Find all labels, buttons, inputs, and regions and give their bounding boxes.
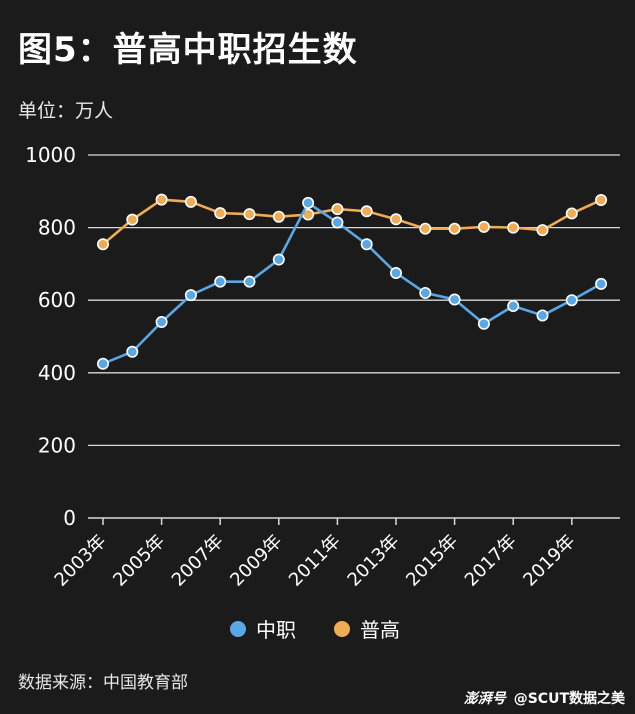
unit-label: 单位：万人 (18, 100, 114, 122)
y-tick-label: 1000 (25, 143, 76, 167)
legend-swatch (230, 621, 246, 637)
x-tick-label: 2007年 (168, 531, 228, 591)
data-point (272, 210, 285, 223)
legend-label: 中职 (256, 618, 296, 642)
data-point (419, 222, 432, 235)
x-tick-label: 2013年 (344, 531, 404, 591)
x-tick-label: 2011年 (285, 531, 345, 591)
legend: 中职 普高 (230, 618, 400, 642)
data-point (97, 238, 110, 251)
data-point (184, 289, 197, 302)
y-tick-label: 600 (38, 288, 76, 312)
data-point (477, 317, 490, 330)
data-point (595, 194, 608, 207)
chart-title: 图5：普高中职招生数 (18, 30, 358, 70)
data-point (360, 205, 373, 218)
data-point (272, 253, 285, 266)
data-point (565, 207, 578, 220)
x-tick-label: 2019年 (519, 531, 579, 591)
data-point (565, 294, 578, 307)
data-point (448, 293, 461, 306)
data-point (97, 357, 110, 370)
source-note: 数据来源：中国教育部 (18, 673, 188, 693)
legend-item: 普高 (334, 618, 400, 642)
data-point (448, 222, 461, 235)
data-point (331, 203, 344, 216)
data-point (419, 286, 432, 299)
data-point (536, 309, 549, 322)
grid-lines (88, 154, 620, 447)
y-tick-label: 800 (38, 216, 76, 240)
data-point (507, 300, 520, 313)
series-pugao (97, 193, 608, 251)
x-tick-label: 2005年 (109, 531, 169, 591)
legend-swatch (334, 621, 350, 637)
data-point (243, 208, 256, 221)
data-point (214, 207, 227, 220)
data-point (360, 238, 373, 251)
x-tick-label: 2015年 (402, 531, 462, 591)
brand-handle: @SCUT数据之美 (513, 691, 625, 707)
data-point (477, 220, 490, 233)
data-point (126, 345, 139, 358)
brand-watermark: 澎湃号 @SCUT数据之美 (464, 688, 625, 708)
x-tick-label: 2003年 (51, 531, 111, 591)
y-tick-label: 400 (38, 361, 76, 385)
series-zhongzhi (97, 196, 608, 370)
data-point (536, 224, 549, 237)
data-point (184, 195, 197, 208)
data-point (389, 266, 402, 279)
data-point (126, 213, 139, 226)
x-axis-ticks: 2003年2005年2007年2009年2011年2013年2015年2017年… (51, 518, 579, 591)
data-point (302, 196, 315, 209)
x-tick-label: 2017年 (461, 531, 521, 591)
series-lines (97, 193, 608, 370)
data-point (155, 193, 168, 206)
data-point (389, 213, 402, 226)
data-point (214, 275, 227, 288)
data-point (507, 221, 520, 234)
series-line (102, 198, 602, 246)
brand-logo: 澎湃号 (463, 691, 506, 707)
x-tick-label: 2009年 (226, 531, 286, 591)
y-tick-label: 0 (63, 506, 76, 530)
legend-label: 普高 (360, 618, 400, 642)
y-tick-label: 200 (38, 433, 76, 457)
legend-item: 中职 (230, 618, 296, 642)
y-axis-ticks: 0 200 400 600 800 1000 (25, 143, 76, 530)
data-point (595, 277, 608, 290)
data-point (155, 315, 168, 328)
data-point (243, 275, 256, 288)
data-point (331, 216, 344, 229)
